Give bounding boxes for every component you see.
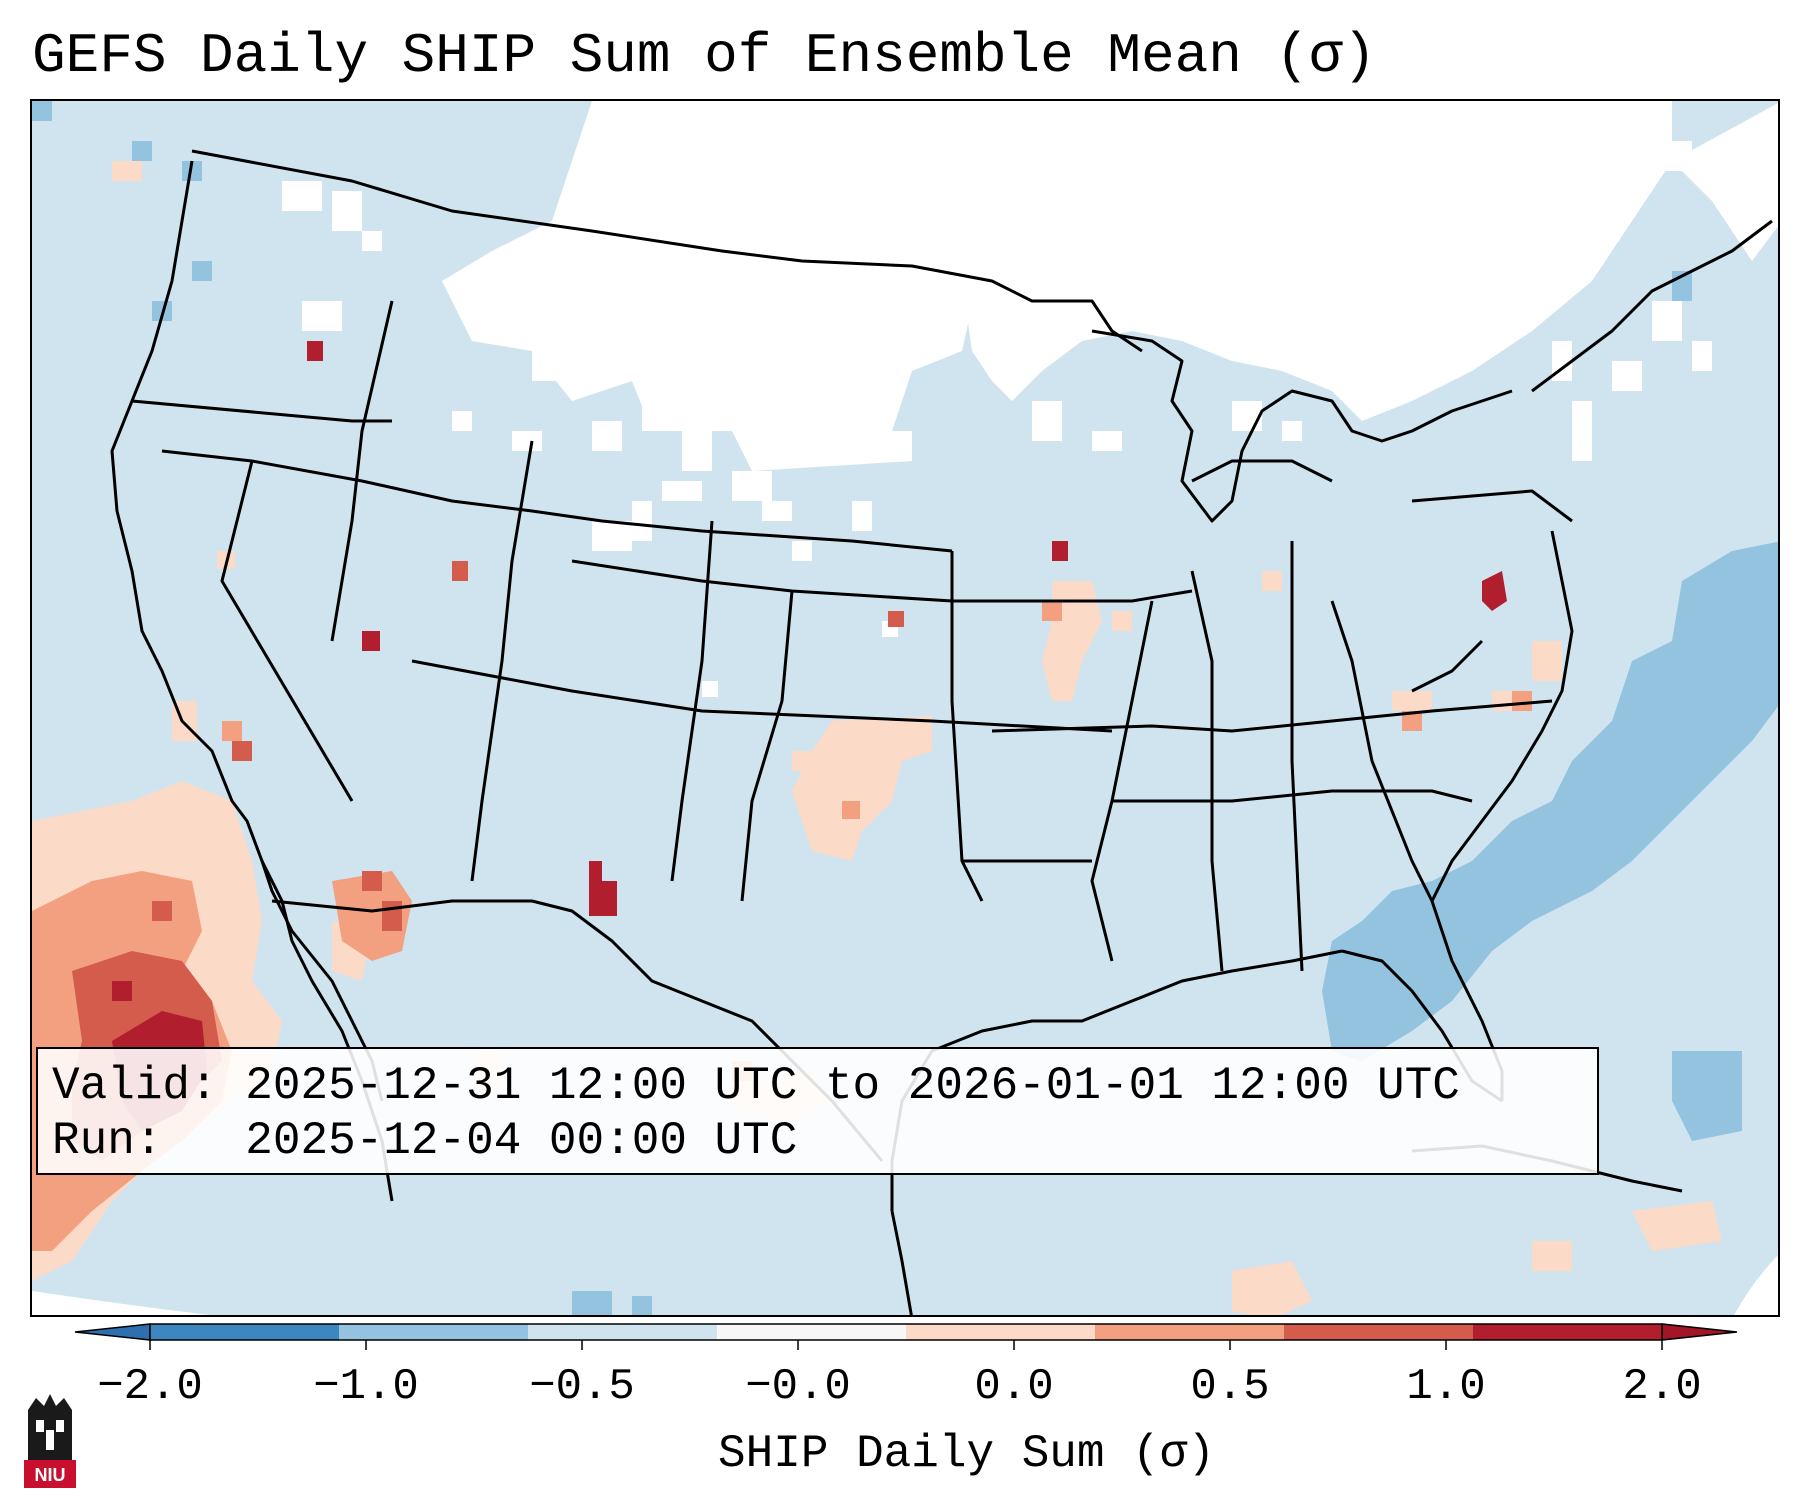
colorbar-tick-label: 0.5 [1190, 1362, 1270, 1412]
colorbar-segment [339, 1324, 528, 1340]
colorbar-segment [150, 1324, 339, 1340]
colorbar-segment [1284, 1324, 1473, 1340]
colorbar-segment [1473, 1324, 1662, 1340]
run-value: 2025-12-04 00:00 UTC [245, 1115, 798, 1167]
colorbar-label: SHIP Daily Sum (σ) [718, 1428, 1215, 1480]
university-logo-icon: NIU [24, 1394, 76, 1488]
colorbar-extend-low [74, 1323, 151, 1341]
northeast-coast [1531, 219, 1773, 393]
colorbar-tick-label: −0.5 [529, 1362, 635, 1412]
colorbar-border [149, 1323, 1663, 1341]
colorbar-tick-label: 2.0 [1622, 1362, 1702, 1412]
logo-text: NIU [35, 1465, 66, 1485]
run-label: Run: [52, 1115, 163, 1167]
valid-run-box: Valid: 2025-12-31 12:00 UTC to 2026-01-0… [36, 1047, 1599, 1175]
valid-label: Valid: [52, 1060, 218, 1112]
west-coastline [110, 160, 394, 1202]
colorbar-segment [1095, 1324, 1284, 1340]
colorbar-segment [528, 1324, 717, 1340]
valid-row: Valid: 2025-12-31 12:00 UTC to 2026-01-0… [52, 1059, 1583, 1114]
colorbar-segment [906, 1324, 1095, 1340]
chart-title: GEFS Daily SHIP Sum of Ensemble Mean (σ) [32, 24, 1377, 88]
east-coastline [1430, 530, 1574, 1101]
white-regions [282, 101, 1778, 697]
colorbar-tick-label: −0.0 [745, 1362, 851, 1412]
mexico-gulf-coast [890, 1210, 913, 1315]
canada-border [191, 149, 1143, 353]
colorbar-tick-label: 1.0 [1406, 1362, 1486, 1412]
colorbar [0, 1318, 1803, 1438]
great-lakes-outline [1091, 329, 1513, 523]
colorbar-strip [74, 1323, 1738, 1350]
colorbar-extend-high [1661, 1323, 1738, 1341]
colorbar-tick-label: −2.0 [97, 1362, 203, 1412]
colorbar-tick-label: 0.0 [974, 1362, 1054, 1412]
colorbar-segment [717, 1324, 906, 1340]
valid-value: 2025-12-31 12:00 UTC to 2026-01-01 12:00… [245, 1060, 1460, 1112]
negative-anomaly-cells [32, 101, 1778, 1315]
colorbar-tick-label: −1.0 [313, 1362, 419, 1412]
run-row: Run: 2025-12-04 00:00 UTC [52, 1114, 1583, 1169]
